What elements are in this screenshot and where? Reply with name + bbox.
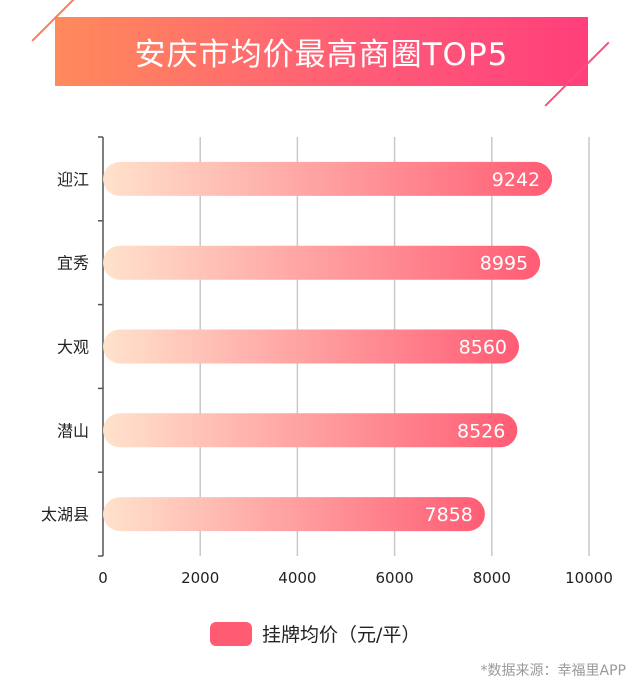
value-label: 8560: [459, 337, 507, 359]
category-label: 潜山: [57, 421, 89, 440]
category-label: 宜秀: [57, 254, 89, 273]
x-tick-label: 2000: [181, 569, 219, 587]
legend-swatch: [210, 621, 252, 646]
bar: [103, 497, 485, 532]
category-label: 迎江: [57, 170, 89, 189]
category-label: 太湖县: [41, 505, 89, 524]
x-tick-label: 10000: [565, 569, 613, 587]
legend-label: 挂牌均价（元/平）: [262, 624, 421, 646]
x-tick-label: 8000: [473, 569, 511, 587]
bar: [103, 245, 541, 280]
x-tick-label: 0: [98, 569, 108, 587]
legend: 挂牌均价（元/平）: [210, 620, 420, 647]
value-label: 9242: [492, 169, 540, 191]
bar: [103, 329, 520, 364]
value-label: 7858: [425, 504, 473, 526]
bar: [103, 161, 553, 196]
x-tick-label: 6000: [376, 569, 414, 587]
category-label: 大观: [57, 338, 89, 357]
chart-title: 安庆市均价最高商圈TOP5: [134, 37, 509, 73]
value-label: 8526: [457, 420, 505, 442]
x-tick-label: 4000: [278, 569, 316, 587]
source-note: *数据来源：幸福里APP: [480, 663, 626, 679]
title-banner: 安庆市均价最高商圈TOP5: [55, 17, 588, 86]
bar-chart: 0 2000 4000 6000 8000 10000 迎江 9242 宜秀 8995 大观 8560…: [41, 136, 613, 587]
value-label: 8995: [480, 253, 528, 275]
bar: [103, 413, 518, 448]
